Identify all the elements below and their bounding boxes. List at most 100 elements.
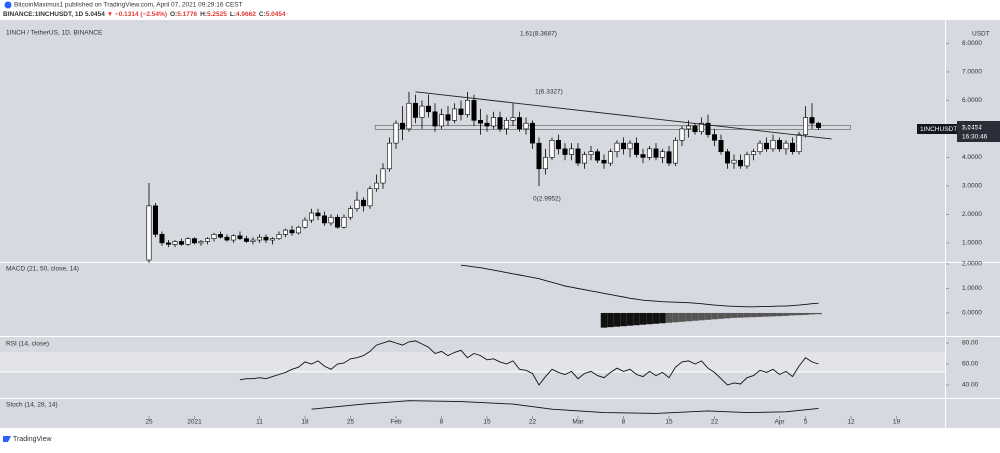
ohlc: O:5.1776 H:5.2525 L:4.9662 C:5.0454 — [170, 11, 286, 18]
candle-body — [282, 229, 288, 235]
candle-body — [484, 122, 490, 127]
candle-body — [803, 117, 809, 135]
candle-body — [380, 168, 386, 184]
ohlc-key: C: — [259, 11, 266, 18]
macd-line — [460, 264, 819, 308]
y-tick-label: 3.0000 — [962, 183, 982, 190]
histogram-bar — [613, 312, 621, 327]
candle-body — [620, 142, 626, 150]
x-tick-label: 22 — [529, 419, 537, 426]
footer-brand: TradingView — [13, 436, 52, 443]
candle-body — [516, 117, 522, 130]
candle-body — [152, 205, 158, 235]
candle-body — [224, 236, 230, 241]
candle-body — [458, 108, 464, 115]
histogram-bar — [646, 312, 653, 325]
candle-body — [211, 234, 217, 239]
candle-body — [679, 128, 685, 141]
histogram-bar — [763, 312, 770, 317]
candle-body — [490, 117, 496, 127]
x-tick-label: 8 — [440, 419, 444, 426]
candle-body — [503, 120, 509, 130]
histogram-bar — [782, 312, 790, 316]
stoch-title: Stoch (14, 28, 14) — [6, 402, 58, 409]
candle-body — [243, 238, 249, 242]
range-box — [374, 125, 851, 130]
candle-body — [555, 139, 561, 150]
histogram-bar — [724, 312, 731, 319]
footer-logo — [3, 436, 11, 442]
ohlc-value: 5.0454 — [266, 11, 286, 18]
unit: USDT — [972, 31, 990, 38]
y-tick-label: 40.00 — [962, 382, 979, 389]
candle-body — [367, 188, 373, 207]
fib-label: 1.61(8.3687) — [520, 31, 557, 38]
candle-body — [321, 215, 327, 224]
histogram-bar — [795, 312, 803, 316]
x-tick-label: Feb — [390, 419, 402, 426]
x-tick-label: Apr — [774, 419, 785, 426]
candle-body — [191, 238, 197, 244]
candle-body — [588, 151, 594, 155]
x-tick-label: 25 — [347, 419, 355, 426]
x-tick-label: Mar — [572, 419, 584, 426]
candle-body — [172, 241, 178, 245]
candle-body — [653, 148, 659, 158]
x-tick-label: 12 — [847, 419, 855, 426]
candle-body — [660, 151, 666, 158]
candle-body — [783, 142, 789, 150]
candle-body — [510, 117, 516, 121]
histogram-bar — [802, 312, 809, 315]
symbol-tag-bg — [917, 124, 957, 134]
candle-body — [289, 229, 295, 234]
candle-body — [445, 114, 451, 121]
histogram-bar — [672, 312, 679, 323]
candle-body — [542, 157, 548, 170]
y-tick-label: 2.0000 — [962, 261, 982, 268]
candle-body — [198, 241, 204, 244]
candle-body — [425, 105, 431, 113]
candle-body — [757, 142, 763, 152]
histogram-bar — [808, 312, 816, 315]
candle-body — [536, 142, 542, 170]
x-tick-label: 15 — [483, 419, 491, 426]
rsi-band — [0, 352, 945, 372]
x-tick-label: 5 — [804, 419, 808, 426]
candle-body — [146, 205, 152, 261]
avatar — [4, 1, 12, 9]
candle-body — [399, 122, 405, 130]
candle-body — [412, 102, 418, 118]
histogram-bar — [691, 312, 699, 321]
candle-body — [354, 199, 360, 209]
author-line: BitcoinMaximus1 published on TradingView… — [14, 2, 243, 9]
x-tick-label: 11 — [256, 419, 263, 426]
candle-body — [315, 212, 321, 217]
change: ▼ −0.1314 (−2.54%) — [107, 11, 167, 18]
candle-body — [725, 151, 731, 164]
y-tick-label: 2.0000 — [962, 211, 982, 218]
histogram-bar — [776, 312, 783, 317]
histogram-bar — [678, 312, 686, 322]
histogram-bar — [659, 312, 666, 324]
ohlc-key: L: — [230, 11, 236, 18]
x-tick-label: 22 — [711, 419, 719, 426]
candle-body — [464, 100, 470, 115]
histogram-bar — [685, 312, 692, 322]
candle-body — [562, 148, 568, 155]
candle-body — [302, 219, 308, 228]
histogram-bar — [633, 312, 640, 326]
histogram-bar — [652, 312, 660, 324]
candle-body — [718, 139, 724, 152]
candle-body — [438, 114, 444, 127]
histogram-bar — [620, 312, 627, 327]
x-tick-label: 18 — [301, 419, 309, 426]
ohlc-value: 5.2525 — [207, 11, 227, 18]
histogram-bar — [815, 312, 822, 315]
x-tick-label: 25 — [145, 419, 153, 426]
price-tag-bg — [957, 121, 1000, 142]
histogram-bar — [626, 312, 634, 326]
candle-body — [607, 151, 613, 164]
candle-body — [770, 139, 776, 150]
fib-label: 0(2.9952) — [533, 196, 561, 203]
y-tick-label: 6.0000 — [962, 97, 982, 104]
